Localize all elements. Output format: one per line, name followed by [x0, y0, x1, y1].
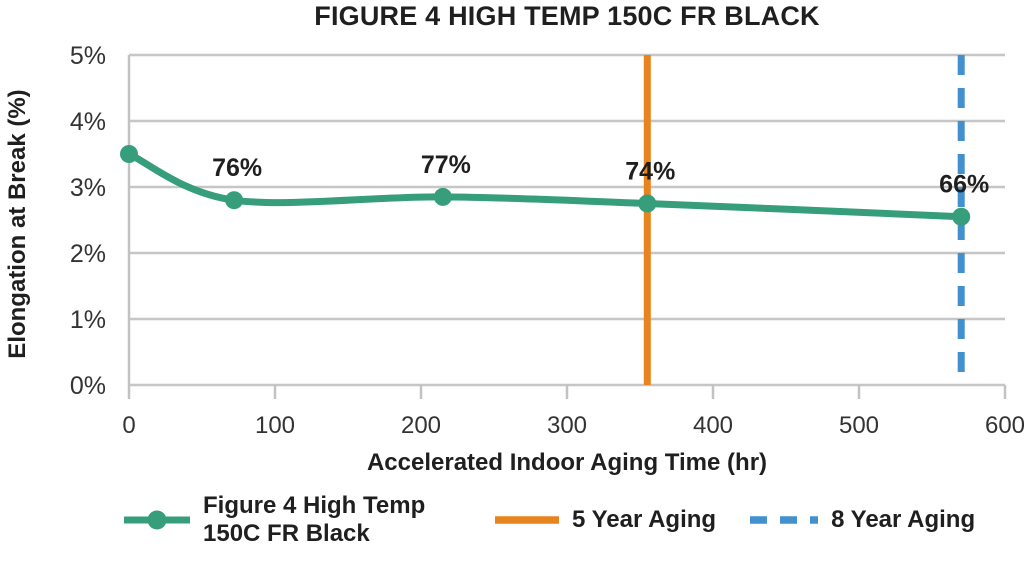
y-tick-label: 2%	[70, 240, 106, 268]
legend-marker-sample	[147, 510, 167, 530]
x-axis-title: Accelerated Indoor Aging Time (hr)	[366, 449, 768, 476]
y-tick-label: 1%	[70, 306, 106, 334]
legend-item-8-year-aging: 8 Year Aging	[750, 506, 975, 534]
line-marker-icon	[124, 510, 190, 530]
x-tick-label: 600	[985, 412, 1024, 439]
data-point-marker	[952, 207, 971, 226]
x-tick-label: 500	[839, 412, 879, 439]
data-point-label: 76%	[212, 154, 262, 182]
solid-line-icon	[495, 516, 559, 525]
legend-item-series: Figure 4 High Temp 150C FR Black	[124, 492, 461, 549]
data-point-marker	[225, 191, 244, 210]
data-point-label: 66%	[939, 171, 989, 199]
data-point-label: 77%	[421, 151, 471, 179]
y-tick-label: 4%	[70, 108, 106, 136]
legend: Figure 4 High Temp 150C FR Black 5 Year …	[124, 492, 975, 549]
data-point-label: 74%	[625, 158, 675, 186]
data-point-marker	[433, 187, 452, 206]
y-tick-label: 0%	[70, 372, 106, 400]
x-tick-label: 400	[693, 412, 733, 439]
legend-label-5-year-aging: 5 Year Aging	[572, 506, 717, 534]
x-tick-label: 200	[401, 412, 441, 439]
series-line	[125, 150, 965, 221]
legend-label-series: Figure 4 High Temp 150C FR Black	[203, 492, 426, 548]
x-tick-label: 0	[122, 412, 135, 439]
y-tick-label: 5%	[70, 42, 106, 70]
dashed-line-icon	[750, 516, 819, 525]
x-tick-label: 300	[547, 412, 587, 439]
data-point-marker	[638, 194, 657, 213]
legend-item-5-year-aging: 5 Year Aging	[495, 506, 716, 534]
data-point-marker	[120, 145, 138, 163]
y-tick-label: 3%	[70, 174, 106, 202]
x-tick-label: 100	[255, 412, 295, 439]
chart-title: FIGURE 4 HIGH TEMP 150C FR BLACK	[314, 1, 820, 31]
legend-label-8-year-aging: 8 Year Aging	[831, 506, 976, 534]
